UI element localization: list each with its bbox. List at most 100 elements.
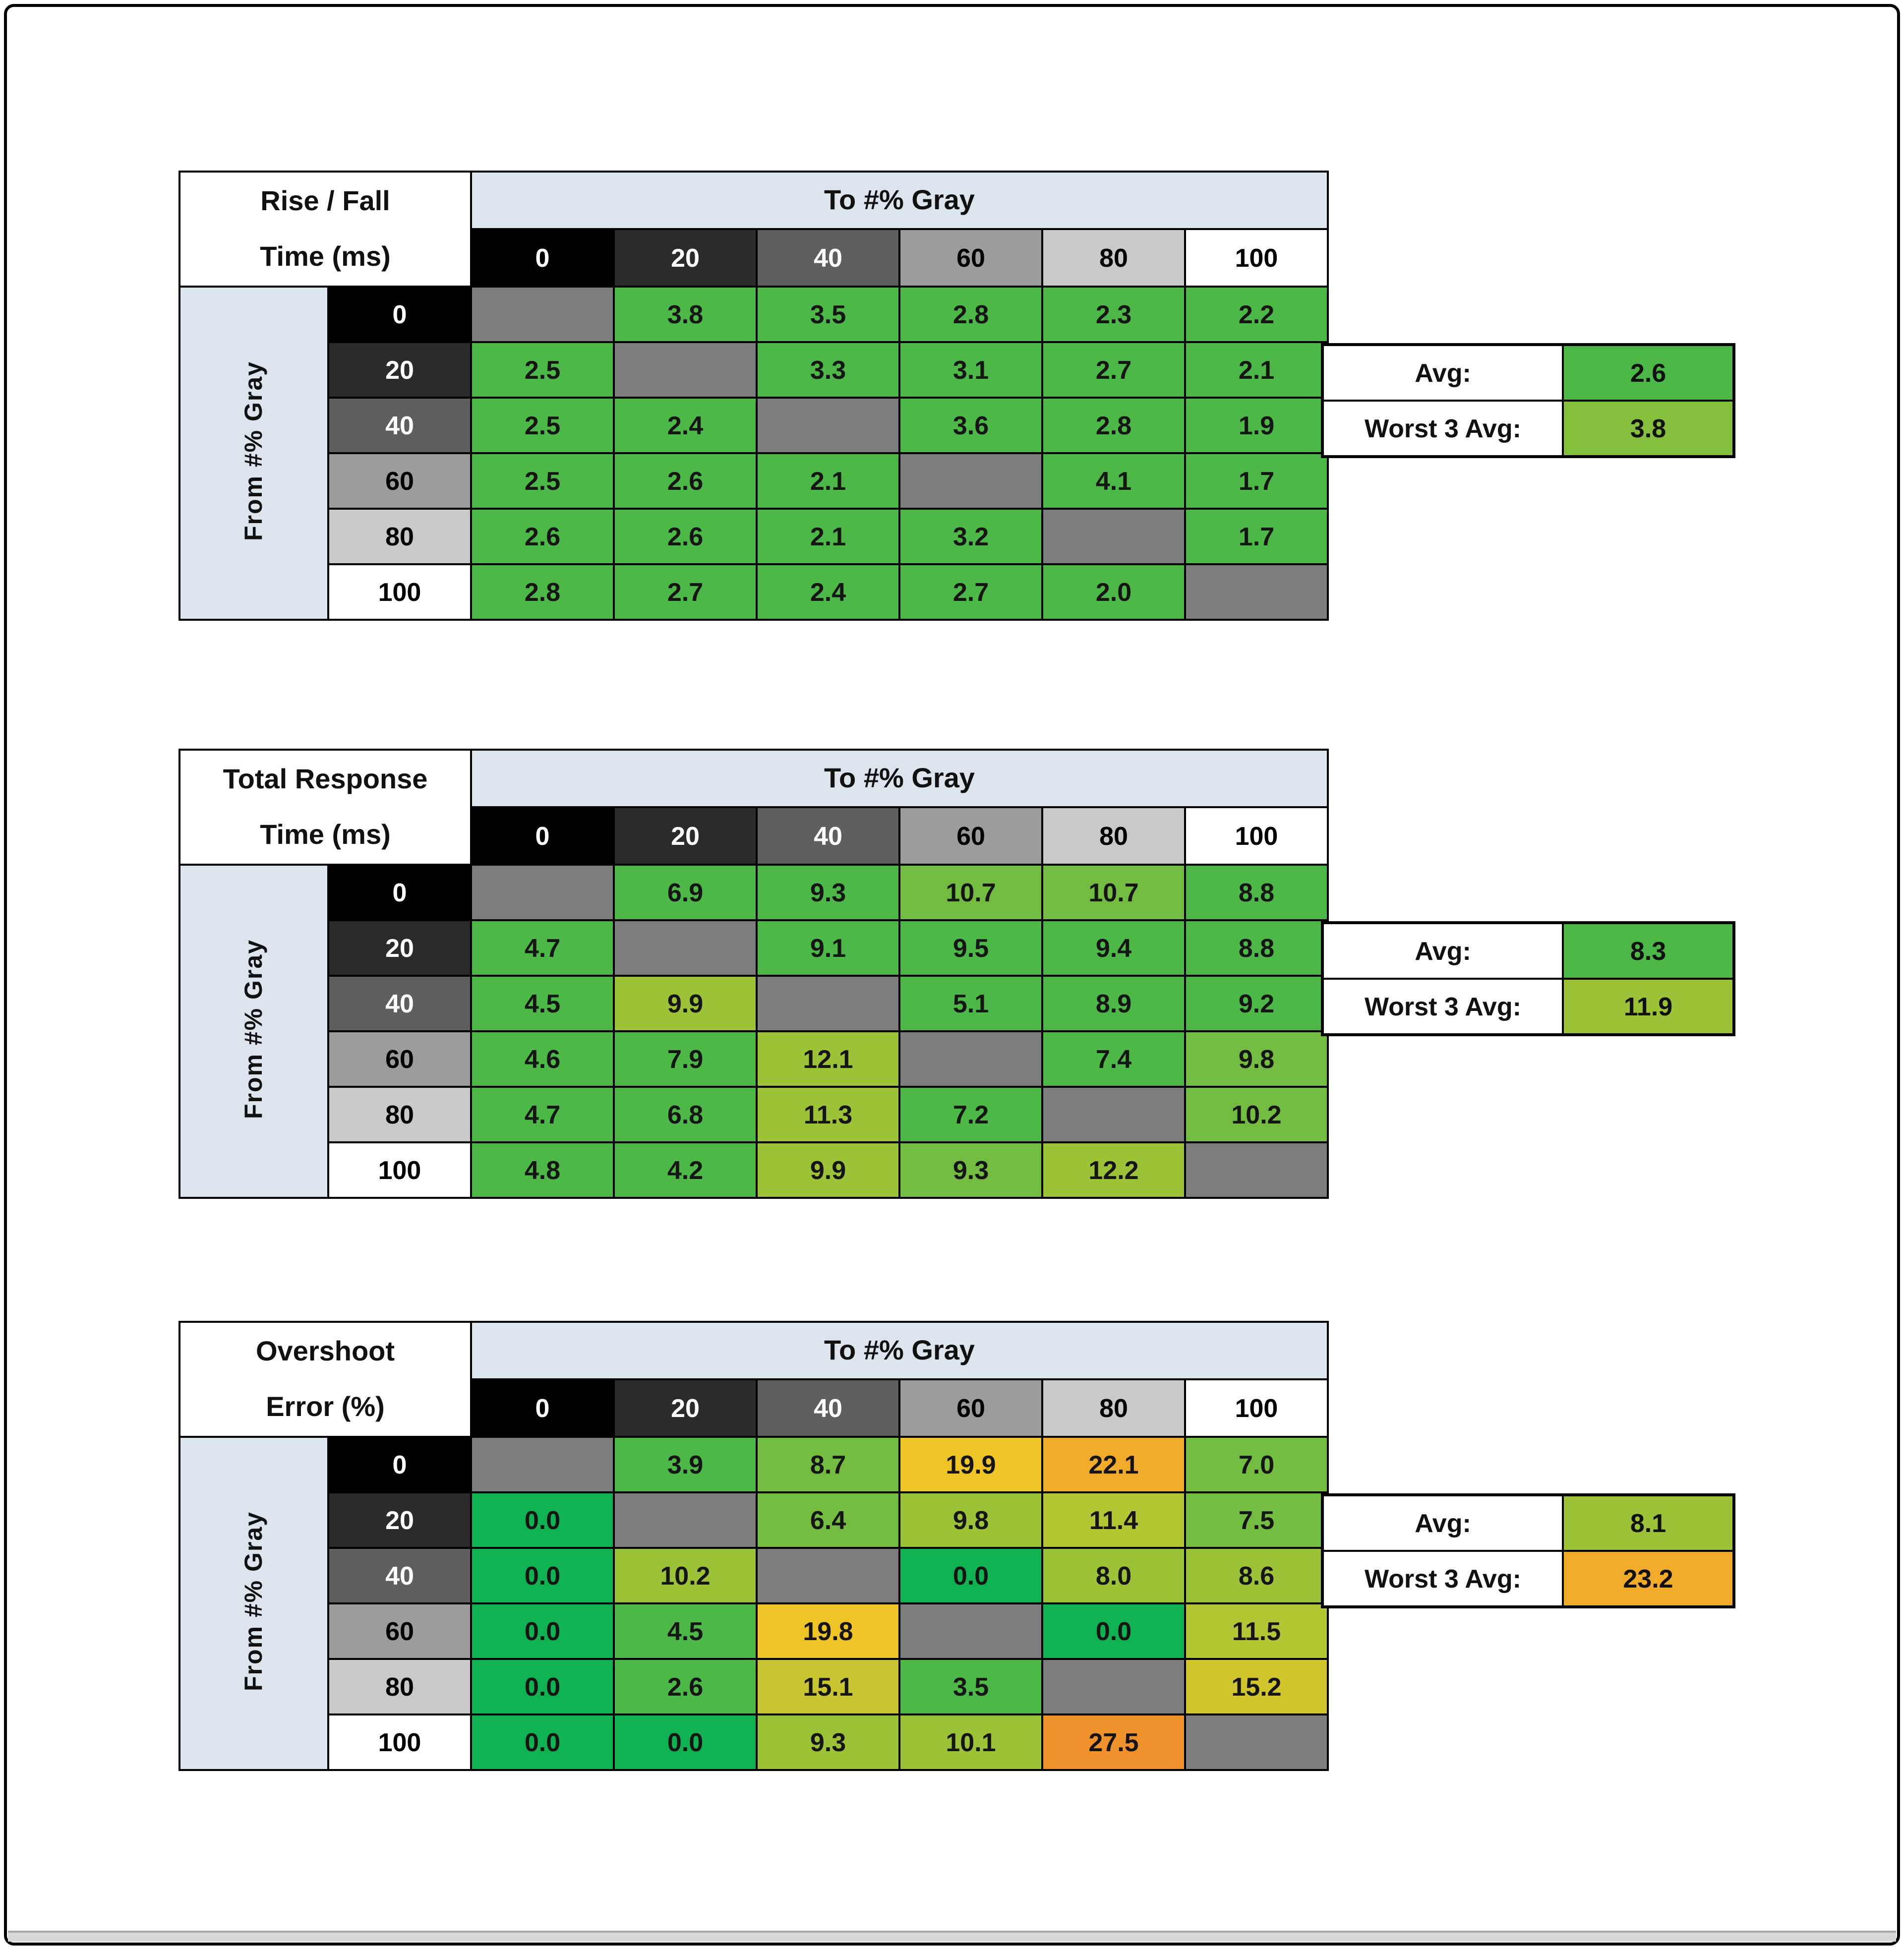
col-header-60: 60	[898, 1378, 1043, 1438]
value-cell: 4.7	[470, 1086, 615, 1143]
row-header-80: 80	[327, 1086, 472, 1143]
value-cell: 4.8	[470, 1141, 615, 1199]
value-cell: 3.6	[898, 397, 1043, 454]
diagonal-blank-cell	[1184, 1713, 1329, 1771]
value-cell: 2.5	[470, 341, 615, 399]
value-cell: 7.0	[1184, 1436, 1329, 1493]
row-header-0: 0	[327, 1436, 472, 1493]
value-cell: 2.1	[756, 452, 900, 510]
avg-label: Avg:	[1324, 346, 1562, 400]
rise-fall-summary: Avg: 2.6 Worst 3 Avg: 3.8	[1321, 343, 1735, 458]
value-cell: 3.3	[756, 341, 900, 399]
value-cell: 2.6	[470, 508, 615, 565]
table-title-line1: Total Response	[223, 764, 428, 794]
value-cell: 9.4	[1041, 919, 1186, 977]
col-header-20: 20	[613, 228, 758, 288]
diagonal-blank-cell	[1184, 1141, 1329, 1199]
diagonal-blank-cell	[613, 1491, 758, 1549]
value-cell: 0.0	[613, 1713, 758, 1771]
value-cell: 3.8	[613, 286, 758, 343]
value-cell: 9.3	[756, 1713, 900, 1771]
value-cell: 9.3	[756, 864, 900, 921]
value-cell: 6.4	[756, 1491, 900, 1549]
value-cell: 22.1	[1041, 1436, 1186, 1493]
avg-value: 2.6	[1564, 346, 1732, 400]
value-cell: 2.6	[613, 1658, 758, 1715]
total-response-table: Total Response Time (ms) To #% Gray 0 20 4…	[178, 749, 1329, 1199]
diagonal-blank-cell	[470, 1436, 615, 1493]
table-title-line2: Time (ms)	[260, 241, 391, 272]
diagonal-blank-cell	[613, 919, 758, 977]
row-header-80: 80	[327, 508, 472, 565]
worst3avg-value: 23.2	[1564, 1552, 1732, 1605]
worst3avg-label: Worst 3 Avg:	[1324, 402, 1562, 455]
value-cell: 9.2	[1184, 975, 1329, 1032]
value-cell: 0.0	[470, 1602, 615, 1660]
value-cell: 4.5	[470, 975, 615, 1032]
value-cell: 9.8	[1184, 1030, 1329, 1088]
value-cell: 12.2	[1041, 1141, 1186, 1199]
row-header-60: 60	[327, 1030, 472, 1088]
value-cell: 7.4	[1041, 1030, 1186, 1088]
value-cell: 8.9	[1041, 975, 1186, 1032]
value-cell: 4.7	[470, 919, 615, 977]
value-cell: 10.7	[898, 864, 1043, 921]
value-cell: 1.9	[1184, 397, 1329, 454]
diagonal-blank-cell	[1184, 563, 1329, 621]
value-cell: 7.9	[613, 1030, 758, 1088]
value-cell: 2.0	[1041, 563, 1186, 621]
diagonal-blank-cell	[1041, 1086, 1186, 1143]
value-cell: 2.7	[898, 563, 1043, 621]
value-cell: 8.7	[756, 1436, 900, 1493]
value-cell: 2.7	[613, 563, 758, 621]
row-header-60: 60	[327, 452, 472, 510]
row-header-100: 100	[327, 1713, 472, 1771]
value-cell: 1.7	[1184, 508, 1329, 565]
value-cell: 10.2	[613, 1547, 758, 1604]
diagonal-blank-cell	[613, 341, 758, 399]
to-gray-header: To #% Gray	[470, 171, 1329, 230]
to-gray-header: To #% Gray	[470, 1321, 1329, 1380]
value-cell: 2.5	[470, 452, 615, 510]
row-header-40: 40	[327, 975, 472, 1032]
diagonal-blank-cell	[470, 286, 615, 343]
from-gray-label: From #% Gray	[178, 286, 329, 621]
value-cell: 8.8	[1184, 919, 1329, 977]
total-response-summary: Avg: 8.3 Worst 3 Avg: 11.9	[1321, 921, 1735, 1036]
value-cell: 9.5	[898, 919, 1043, 977]
row-header-100: 100	[327, 563, 472, 621]
value-cell: 2.7	[1041, 341, 1186, 399]
col-header-60: 60	[898, 806, 1043, 866]
rise-fall-table: Rise / Fall Time (ms) To #% Gray 0 20 40 60…	[178, 171, 1329, 621]
col-header-80: 80	[1041, 1378, 1186, 1438]
value-cell: 0.0	[470, 1713, 615, 1771]
value-cell: 2.8	[1041, 397, 1186, 454]
value-cell: 11.5	[1184, 1602, 1329, 1660]
value-cell: 19.9	[898, 1436, 1043, 1493]
value-cell: 4.5	[613, 1602, 758, 1660]
row-header-100: 100	[327, 1141, 472, 1199]
value-cell: 2.1	[1184, 341, 1329, 399]
value-cell: 4.2	[613, 1141, 758, 1199]
diagonal-blank-cell	[1041, 1658, 1186, 1715]
value-cell: 8.8	[1184, 864, 1329, 921]
col-header-100: 100	[1184, 228, 1329, 288]
avg-label: Avg:	[1324, 1496, 1562, 1550]
value-cell: 11.3	[756, 1086, 900, 1143]
diagonal-blank-cell	[1041, 508, 1186, 565]
table-title: Rise / Fall Time (ms)	[178, 171, 472, 288]
col-header-80: 80	[1041, 806, 1186, 866]
value-cell: 2.6	[613, 508, 758, 565]
diagonal-blank-cell	[470, 864, 615, 921]
worst3avg-value: 3.8	[1564, 402, 1732, 455]
col-header-100: 100	[1184, 806, 1329, 866]
value-cell: 0.0	[470, 1491, 615, 1549]
value-cell: 9.3	[898, 1141, 1043, 1199]
value-cell: 15.1	[756, 1658, 900, 1715]
row-header-0: 0	[327, 864, 472, 921]
row-header-80: 80	[327, 1658, 472, 1715]
value-cell: 2.6	[613, 452, 758, 510]
value-cell: 12.1	[756, 1030, 900, 1088]
value-cell: 3.2	[898, 508, 1043, 565]
value-cell: 1.7	[1184, 452, 1329, 510]
